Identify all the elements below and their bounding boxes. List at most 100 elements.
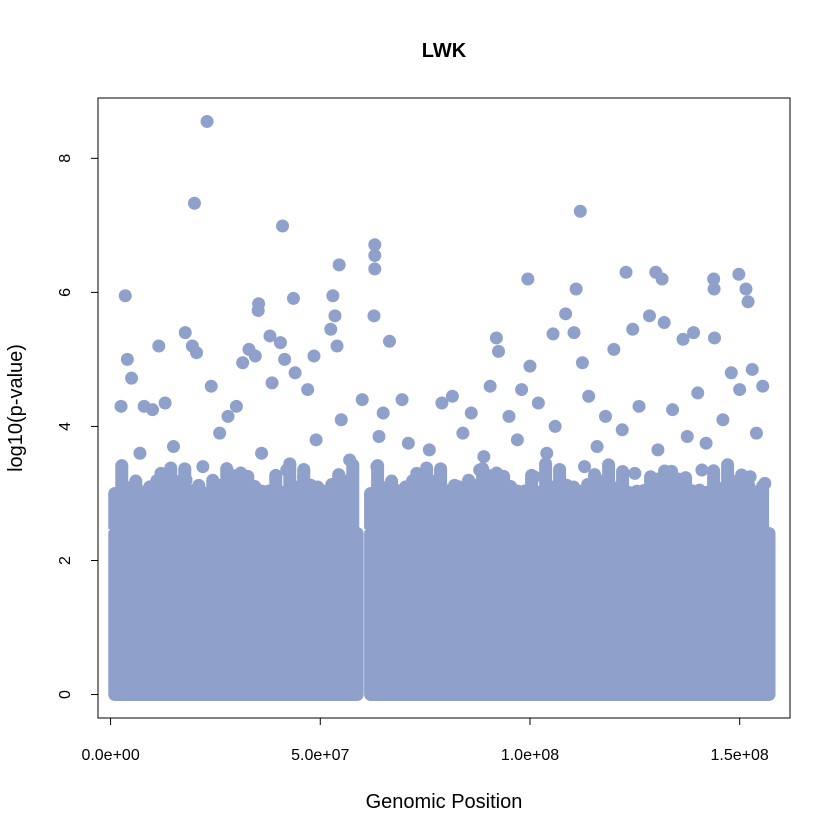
points-layer — [108, 114, 776, 702]
dense-point-column — [346, 464, 360, 529]
data-point — [552, 476, 566, 490]
data-point — [521, 272, 535, 286]
data-point — [523, 359, 537, 373]
data-point — [483, 379, 497, 393]
y-tick-label: 2 — [57, 556, 74, 565]
data-point — [575, 356, 589, 370]
data-point — [178, 326, 192, 340]
data-point — [187, 196, 201, 210]
data-point — [741, 295, 755, 309]
data-point — [146, 403, 160, 417]
data-point — [573, 204, 587, 218]
data-point — [464, 406, 478, 420]
data-point — [559, 307, 573, 321]
data-point — [190, 346, 204, 360]
data-point — [255, 446, 269, 460]
data-point — [401, 436, 415, 450]
data-point — [699, 436, 713, 450]
y-tick-label: 4 — [57, 422, 74, 431]
data-point — [628, 466, 642, 480]
data-point — [114, 399, 128, 413]
data-point — [739, 282, 753, 296]
data-point — [745, 362, 759, 376]
data-point — [708, 331, 722, 345]
data-point — [317, 486, 331, 500]
data-point — [125, 371, 139, 385]
data-point — [286, 291, 300, 305]
data-point — [370, 460, 384, 474]
data-point — [355, 393, 369, 407]
data-point — [301, 383, 315, 397]
data-point — [603, 483, 617, 497]
data-point — [590, 440, 604, 454]
data-point — [695, 463, 709, 477]
data-point — [368, 238, 382, 252]
data-point — [200, 114, 214, 128]
data-point — [248, 349, 262, 363]
data-point — [676, 332, 690, 346]
data-point — [334, 413, 348, 427]
data-point — [651, 443, 665, 457]
data-point — [120, 352, 134, 366]
data-point — [263, 329, 277, 343]
data-point — [510, 433, 524, 447]
data-point — [118, 289, 132, 303]
data-point — [527, 470, 541, 484]
data-point — [477, 450, 491, 464]
data-point — [680, 429, 694, 443]
data-point — [569, 282, 583, 296]
data-point — [278, 352, 292, 366]
x-axis-label: Genomic Position — [366, 791, 523, 813]
data-point — [280, 463, 294, 477]
data-point — [154, 466, 168, 480]
data-point — [265, 376, 279, 390]
x-tick-label: 1.5e+08 — [711, 747, 769, 764]
data-point — [221, 409, 235, 423]
y-axis: 0 2 4 6 8 — [57, 154, 99, 699]
data-point — [372, 429, 386, 443]
data-point — [546, 327, 560, 341]
data-point — [229, 399, 243, 413]
data-point — [196, 460, 210, 474]
data-point — [645, 473, 659, 487]
data-point — [548, 419, 562, 433]
data-point — [368, 249, 382, 263]
data-point — [273, 336, 287, 350]
data-point — [422, 443, 436, 457]
data-point — [691, 386, 705, 400]
y-axis-label: log10(p-value) — [5, 344, 27, 472]
y-tick-label: 6 — [57, 288, 74, 297]
data-point — [758, 476, 772, 490]
data-point — [707, 282, 721, 296]
data-point — [236, 356, 250, 370]
data-point — [502, 409, 516, 423]
data-point — [251, 303, 265, 317]
y-tick-label: 8 — [57, 154, 74, 163]
data-point — [133, 446, 147, 460]
data-point — [297, 470, 311, 484]
data-point — [179, 473, 193, 487]
data-point — [309, 433, 323, 447]
data-point — [338, 476, 352, 490]
data-point — [152, 339, 166, 353]
data-point — [445, 389, 459, 403]
data-point — [367, 309, 381, 323]
dense-point-column — [756, 486, 770, 529]
data-point — [326, 289, 340, 303]
data-point — [670, 480, 684, 494]
data-point — [567, 326, 581, 340]
data-point — [655, 272, 669, 286]
data-point — [716, 413, 730, 427]
data-point — [577, 460, 591, 474]
data-point — [540, 446, 554, 460]
data-point — [382, 334, 396, 348]
data-point — [749, 426, 763, 440]
data-point — [489, 331, 503, 345]
data-point — [204, 379, 218, 393]
data-point — [733, 383, 747, 397]
data-point — [410, 466, 424, 480]
data-point — [389, 483, 403, 497]
data-point — [456, 426, 470, 440]
data-point — [307, 349, 321, 363]
